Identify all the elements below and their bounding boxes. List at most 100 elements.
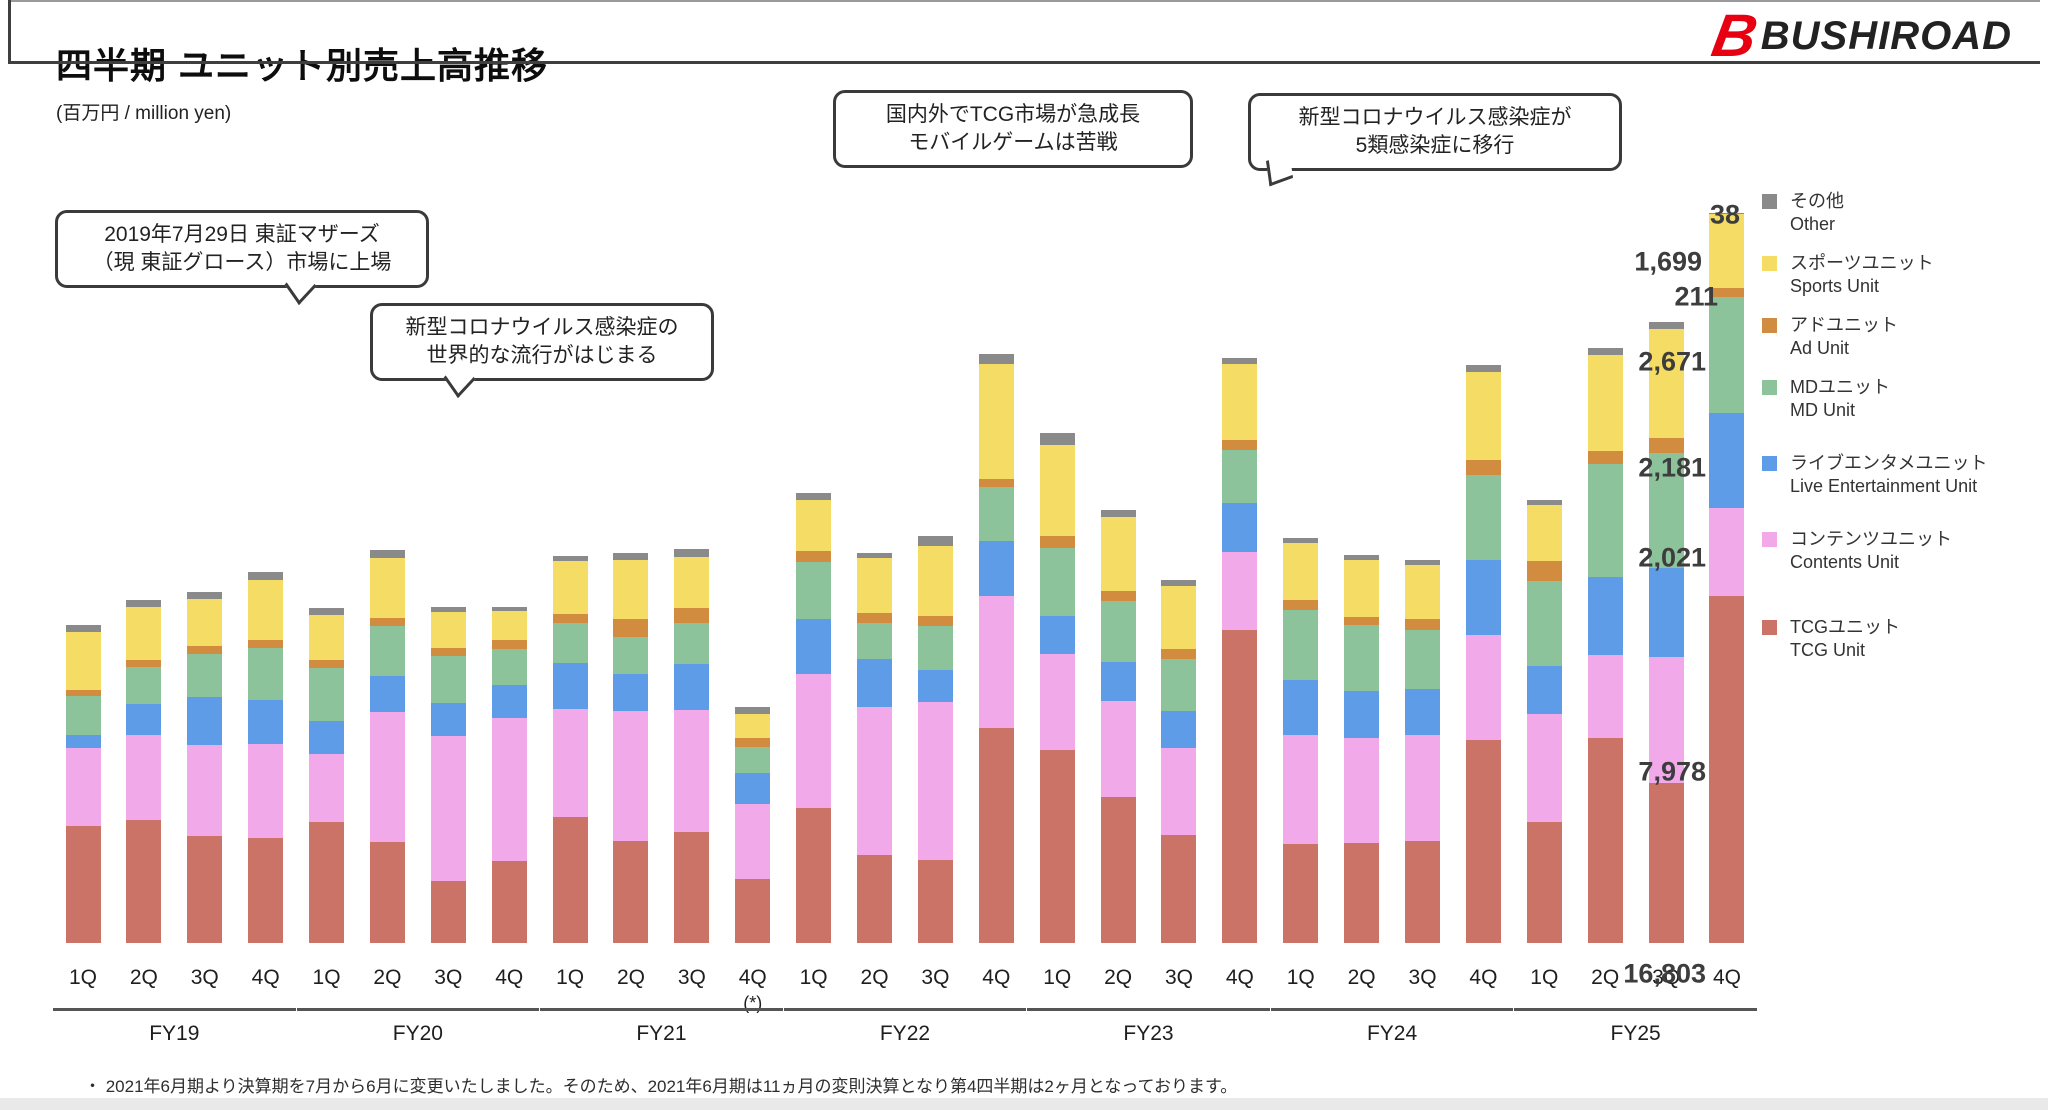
bar-fy21-1q [552,556,588,943]
bar-segment [1161,579,1197,587]
bar-segment [309,614,345,661]
bar-segment [1039,433,1075,446]
bushiroad-logo: B BUSHIROAD [1708,2,2012,69]
bar-segment [1161,748,1197,836]
bar-segment [1405,619,1441,631]
bar-segment [369,557,405,618]
bar-segment [613,619,649,637]
value-label-total: 16,803 [1623,958,1706,989]
bar-segment [248,648,284,701]
fiscal-year-label-fy20: FY20 [392,1022,443,1045]
bar-segment [1709,508,1745,597]
bar-segment [126,703,162,735]
bar-fy25-1q [1526,499,1562,943]
callout-ipo-line1: 2019年7月29日 東証マザーズ [104,223,380,246]
bar-segment [1648,453,1684,569]
fiscal-year-label-fy22: FY22 [879,1022,931,1045]
legend-item-contents-unit: コンテンツユニット Contents Unit [1762,528,1952,574]
bar-segment [1161,649,1197,660]
bar-segment [1039,445,1075,536]
bottom-strip [0,1098,2048,1110]
bar-fy22-4q [978,353,1014,943]
bar-segment [1648,329,1684,438]
bar-segment [248,700,284,744]
x-axis-quarter-label: 1Q [1530,966,1559,989]
bar-segment [917,535,953,546]
x-axis-quarter-label: 4Q [738,966,767,989]
bar-fy25-2q [1587,348,1623,943]
bar-segment [65,632,101,691]
bar-fy23-2q [1100,509,1136,943]
bar-segment [857,623,893,660]
bar-segment [248,743,284,838]
bar-segment [1465,460,1501,475]
bar-segment [1465,365,1501,372]
bar-fy23-3q [1161,579,1197,943]
fiscal-year-label-fy24: FY24 [1366,1022,1418,1045]
legend-label: MDユニット MD Unit [1790,377,1890,420]
fiscal-year-line [296,1008,540,1011]
bar-segment [978,353,1014,364]
bar-fy20-3q [430,606,466,943]
bar-segment [126,659,162,667]
bar-segment [1465,740,1501,943]
bar-segment [917,615,953,626]
bar-segment [369,617,405,627]
bar-segment [1587,576,1623,656]
bar-segment [491,684,527,718]
x-axis-quarter-label: 2Q [860,966,889,989]
bar-segment [674,664,710,711]
bar-segment [65,825,101,943]
bar-segment [1587,450,1623,464]
bar-fy20-4q [491,606,527,943]
bar-segment [1039,615,1075,654]
fiscal-year-line [540,1008,783,1011]
bar-segment [613,636,649,674]
bar-fy25-3q [1648,322,1684,943]
value-label-sports: 1,699 [1634,246,1702,277]
x-axis-quarter-label: 3Q [1408,966,1437,989]
bar-segment [735,773,771,804]
fiscal-year-line [53,1008,296,1011]
bar-segment [857,613,893,624]
bar-segment [65,625,101,633]
legend-item-md-unit: MDユニット MD Unit [1762,376,1890,422]
callout-ipo-line2: （現 東証グロース）市場に上場 [92,251,392,274]
bar-segment [857,706,893,855]
x-axis-quarter-label: 1Q [312,966,341,989]
bar-segment [491,648,527,685]
bar-segment [1161,659,1197,712]
value-label-md: 2,671 [1638,346,1706,377]
bar-segment [917,670,953,702]
bar-segment [1709,596,1745,943]
legend-label: コンテンツユニット Contents Unit [1790,529,1952,572]
bar-segment [1648,657,1684,784]
bar-segment [1405,841,1441,943]
bushiroad-logo-text: BUSHIROAD [1760,14,2012,58]
bar-segment [126,734,162,820]
header-left-rule [8,0,11,63]
bar-segment [187,836,223,943]
bar-fy22-3q [917,535,953,943]
bar-segment [1344,690,1380,739]
legend-item-live-entertainment-unit: ライブエンタメユニット Live Entertainment Unit [1762,452,1987,498]
bar-segment [1465,560,1501,635]
bar-segment [978,363,1014,479]
bar-segment [430,611,466,648]
bar-segment [491,860,527,943]
legend-swatch-icon [1762,456,1777,471]
bar-segment [1222,440,1258,451]
bar-segment [735,746,771,774]
bar-segment [248,640,284,649]
x-axis-quarter-label: 2Q [1104,966,1133,989]
bar-segment [674,622,710,665]
bar-segment [917,860,953,943]
bar-segment [857,553,893,559]
bar-segment [248,572,284,581]
bar-fy19-4q [248,572,284,943]
fiscal-year-line [1027,1008,1270,1011]
bar-segment [309,721,345,755]
legend-label: ライブエンタメユニット Live Entertainment Unit [1790,453,1988,496]
bar-segment [1648,322,1684,330]
bar-segment [613,840,649,943]
